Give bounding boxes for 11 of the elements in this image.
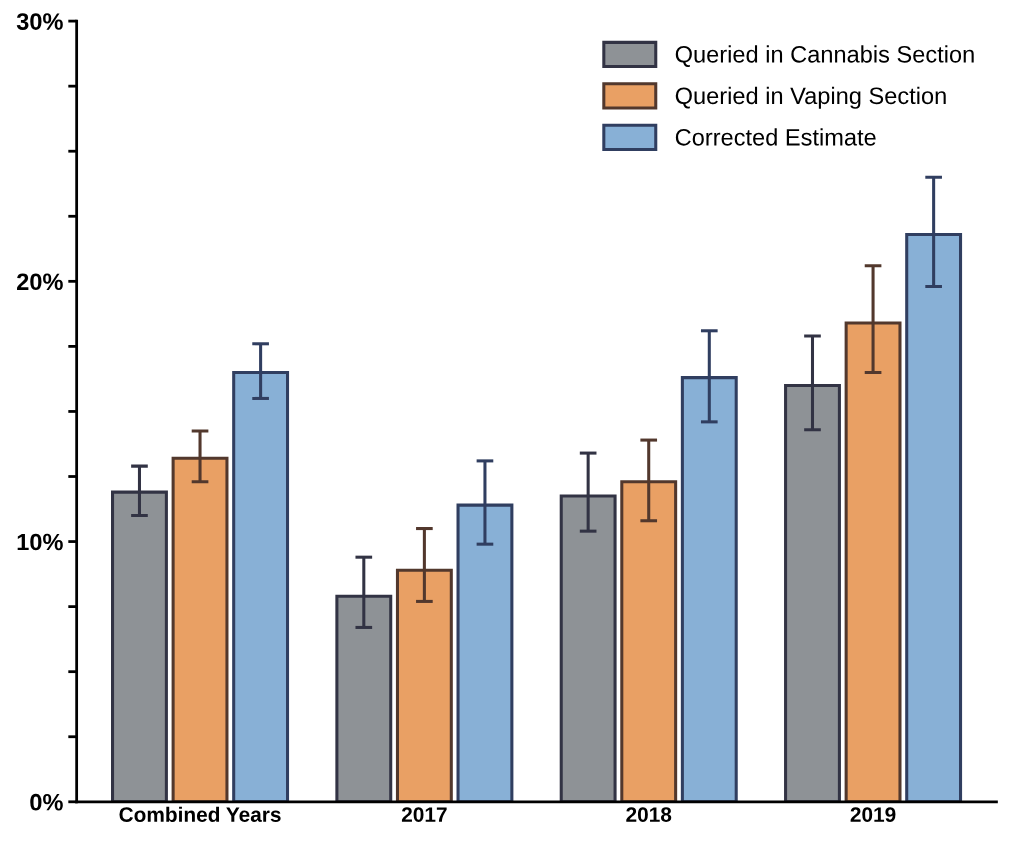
x-tick-label: Combined Years <box>119 806 281 822</box>
x-tick-label: 2019 <box>850 807 896 822</box>
y-tick-label: 0% <box>30 793 63 811</box>
x-tick-label: 2018 <box>626 807 672 822</box>
y-tick-label: 10% <box>17 533 63 551</box>
legend-label: Queried in Vaping Section <box>675 86 946 109</box>
y-tick-label: 30% <box>16 13 63 30</box>
legend-label: Queried in Cannabis Section <box>675 45 974 67</box>
legend-label: Corrected Estimate <box>675 128 876 146</box>
x-tick-label: 2017 <box>401 807 447 822</box>
y-tick-label: 20% <box>17 273 63 291</box>
